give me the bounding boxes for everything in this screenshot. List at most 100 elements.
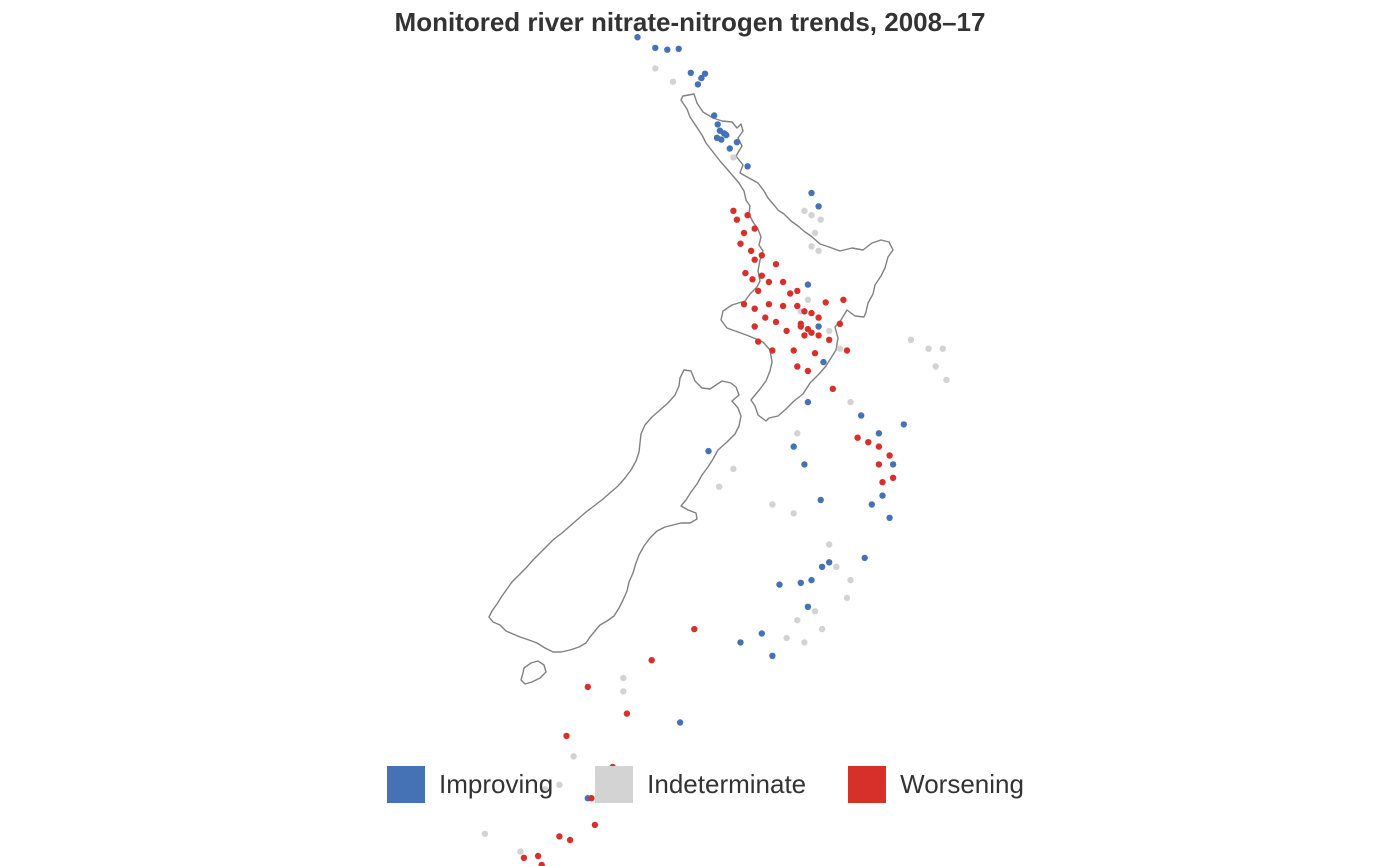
legend-item-improving: Improving — [387, 766, 553, 803]
site-point-worsening — [779, 278, 787, 286]
site-point-indeterminate — [570, 753, 577, 760]
legend-swatch-indeterminate — [595, 766, 634, 803]
site-point-worsening — [829, 385, 836, 392]
site-point-indeterminate — [811, 229, 819, 237]
site-point-worsening — [751, 256, 758, 263]
site-point-improving — [726, 145, 733, 152]
site-point-worsening — [794, 363, 801, 370]
site-point-worsening — [804, 367, 812, 375]
site-point-improving — [886, 514, 893, 521]
site-point-worsening — [815, 314, 822, 321]
site-point-worsening — [794, 287, 801, 295]
site-point-worsening — [751, 323, 758, 330]
site-point-worsening — [889, 474, 897, 481]
site-point-indeterminate — [932, 363, 939, 370]
site-point-improving — [818, 563, 826, 570]
site-point-improving — [817, 496, 824, 504]
site-point-worsening — [826, 336, 833, 343]
site-point-indeterminate — [730, 465, 737, 473]
site-point-improving — [815, 323, 822, 330]
site-point-improving — [879, 492, 886, 499]
stewart-island-outline — [520, 660, 547, 685]
site-point-worsening — [755, 287, 762, 295]
site-point-improving — [875, 430, 883, 437]
site-point-worsening — [811, 350, 819, 357]
site-point-indeterminate — [801, 639, 808, 646]
site-point-indeterminate — [817, 216, 824, 223]
site-point-improving — [790, 443, 797, 450]
site-point-worsening — [520, 854, 528, 861]
site-point-indeterminate — [769, 501, 776, 508]
site-point-indeterminate — [847, 576, 854, 584]
site-point-indeterminate — [542, 786, 549, 793]
site-point-indeterminate — [943, 376, 950, 384]
site-point-worsening — [794, 302, 801, 310]
site-point-improving — [808, 189, 815, 197]
site-point-improving — [858, 412, 865, 419]
site-point-worsening — [534, 852, 542, 860]
site-point-indeterminate — [790, 510, 797, 517]
site-point-improving — [714, 121, 721, 128]
site-point-worsening — [808, 309, 815, 317]
site-point-worsening — [840, 296, 847, 303]
site-point-worsening — [783, 327, 790, 335]
legend-swatch-improving — [387, 766, 425, 803]
site-point-indeterminate — [808, 212, 815, 219]
site-point-improving — [676, 719, 684, 726]
site-point-indeterminate — [847, 398, 854, 406]
site-point-improving — [797, 579, 804, 586]
legend-label-indeterminate: Indeterminate — [647, 769, 807, 799]
site-point-indeterminate — [818, 625, 826, 633]
site-point-indeterminate — [826, 327, 833, 335]
site-point-indeterminate — [804, 296, 812, 303]
site-point-worsening — [762, 314, 769, 321]
site-point-worsening — [772, 261, 780, 268]
north-island-outline — [680, 93, 894, 422]
site-point-worsening — [822, 299, 829, 306]
site-point-indeterminate — [939, 345, 946, 352]
site-point-improving — [723, 131, 730, 139]
site-point-worsening — [740, 229, 748, 237]
site-point-indeterminate — [801, 207, 808, 214]
site-point-improving — [769, 652, 776, 659]
site-point-improving — [705, 447, 712, 455]
site-point-worsening — [740, 301, 748, 308]
site-point-indeterminate — [836, 345, 844, 352]
site-point-worsening — [556, 833, 563, 840]
site-point-worsening — [772, 318, 780, 326]
monitoring-sites — [481, 34, 950, 866]
site-point-improving — [634, 34, 641, 41]
site-point-indeterminate — [620, 688, 627, 695]
site-point-improving — [804, 281, 812, 288]
site-point-worsening — [733, 216, 741, 223]
chart-title: Monitored river nitrate-nitrogen trends,… — [394, 7, 986, 37]
site-point-worsening — [879, 479, 886, 486]
site-point-worsening — [765, 278, 773, 286]
site-point-worsening — [691, 625, 698, 633]
site-point-worsening — [815, 332, 822, 339]
site-point-worsening — [566, 836, 574, 844]
site-point-worsening — [875, 461, 883, 468]
site-point-worsening — [744, 212, 751, 219]
site-point-improving — [900, 421, 907, 428]
site-point-worsening — [854, 434, 861, 441]
site-point-improving — [889, 461, 897, 468]
site-point-improving — [804, 603, 812, 610]
site-point-worsening — [751, 225, 758, 232]
site-point-improving — [804, 398, 812, 406]
site-point-indeterminate — [730, 154, 737, 161]
site-point-improving — [733, 139, 741, 146]
site-point-worsening — [758, 272, 765, 279]
site-point-worsening — [749, 276, 756, 283]
site-point-worsening — [787, 290, 794, 297]
site-point-worsening — [769, 347, 776, 354]
site-point-indeterminate — [794, 430, 801, 437]
site-point-indeterminate — [783, 634, 790, 642]
site-point-improving — [861, 554, 868, 562]
site-point-worsening — [563, 732, 570, 740]
site-point-worsening — [591, 821, 599, 829]
site-point-worsening — [875, 443, 883, 450]
site-point-improving — [744, 163, 751, 170]
site-point-improving — [664, 46, 671, 53]
